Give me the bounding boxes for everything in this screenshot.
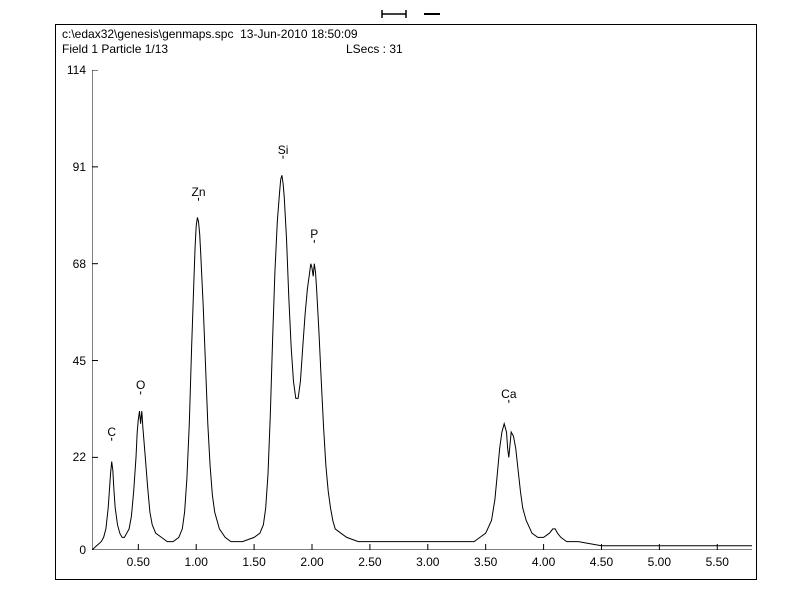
xtick-label: 5.50	[697, 555, 737, 569]
page-root: c:\edax32\genesis\genmaps.spc 13-Jun-201…	[0, 0, 800, 604]
peak-label: P	[310, 227, 318, 241]
peak-label: Ca	[501, 387, 516, 401]
ytick-label: 22	[56, 450, 86, 464]
spectrum-svg	[92, 70, 752, 550]
peak-label: O	[136, 378, 145, 392]
peak-label: C	[107, 425, 116, 439]
xtick-label: 0.50	[118, 555, 158, 569]
xtick-label: 5.00	[639, 555, 679, 569]
ytick-label: 68	[56, 257, 86, 271]
xtick-label: 3.50	[466, 555, 506, 569]
header-lsecs: LSecs : 31	[346, 42, 403, 56]
plot-area	[92, 70, 752, 550]
header-filepath-datetime: c:\edax32\genesis\genmaps.spc 13-Jun-201…	[62, 27, 358, 42]
scale-bar	[380, 8, 450, 20]
ytick-label: 45	[56, 354, 86, 368]
xtick-label: 1.50	[234, 555, 274, 569]
peak-label: Zn	[192, 185, 206, 199]
xtick-label: 4.00	[524, 555, 564, 569]
ytick-label: 0	[56, 543, 86, 557]
xtick-label: 3.00	[408, 555, 448, 569]
lsecs-value: 31	[389, 42, 402, 56]
chart-frame: c:\edax32\genesis\genmaps.spc 13-Jun-201…	[55, 24, 757, 580]
ytick-label: 114	[56, 63, 86, 77]
xtick-label: 2.50	[350, 555, 390, 569]
xtick-label: 4.50	[581, 555, 621, 569]
lsecs-label: LSecs :	[346, 42, 386, 56]
xtick-label: 1.00	[176, 555, 216, 569]
peak-label: Si	[278, 143, 289, 157]
ytick-label: 91	[56, 160, 86, 174]
xtick-label: 2.00	[292, 555, 332, 569]
header-field-particle: Field 1 Particle 1/13	[62, 42, 168, 56]
